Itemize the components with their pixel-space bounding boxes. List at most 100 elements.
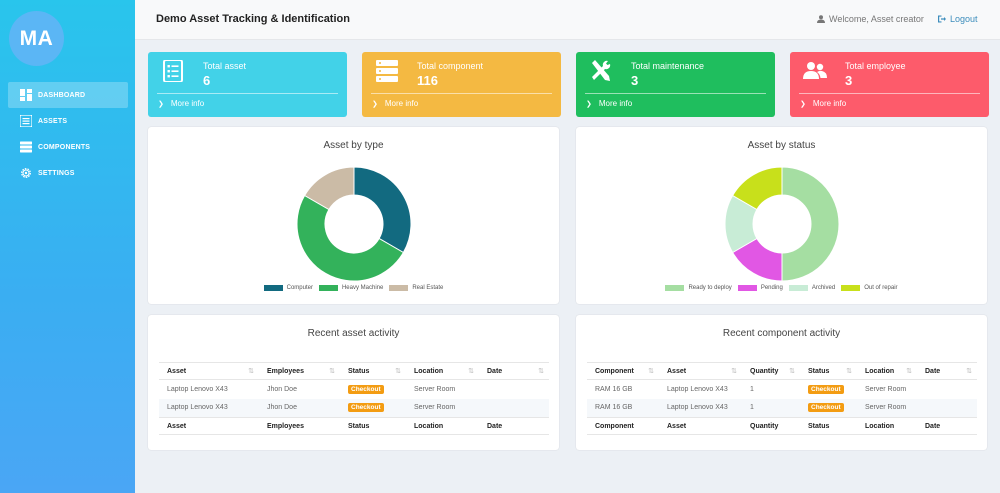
- sidebar-item-label: ASSETS: [38, 117, 68, 125]
- legend-item[interactable]: Pending: [737, 285, 783, 291]
- logout-link[interactable]: Logout: [938, 14, 978, 24]
- divider: [157, 93, 338, 94]
- cell-quantity: 1: [742, 398, 800, 418]
- legend-item[interactable]: Out of repair: [841, 285, 898, 291]
- donut-slice-heavy-machine[interactable]: [296, 194, 405, 282]
- list-icon: [163, 59, 183, 83]
- sort-icon: ⇅: [248, 368, 254, 375]
- sort-icon: ⇅: [789, 368, 795, 375]
- legend-label: Heavy Machine: [341, 285, 384, 291]
- legend-item[interactable]: Computer: [263, 285, 313, 291]
- cell-status: Checkout: [800, 379, 857, 399]
- sidebar-item-settings[interactable]: SETTINGS: [8, 160, 128, 186]
- status-badge: Checkout: [348, 384, 384, 394]
- dashboard-icon: [20, 89, 32, 101]
- chevron-right-icon: ❯: [158, 100, 164, 108]
- logout-icon: [938, 15, 946, 23]
- table-footer-row: Asset Employees Status Location Date: [159, 417, 549, 435]
- brand-logo[interactable]: MA: [9, 11, 64, 66]
- sidebar-item-assets[interactable]: ASSETS: [8, 108, 128, 134]
- welcome-user: Welcome, Asset creator: [817, 14, 924, 24]
- more-info-link[interactable]: ❯ More info: [586, 99, 632, 108]
- sort-icon: ⇅: [966, 368, 972, 375]
- column-header-location[interactable]: Location ⇅: [857, 362, 917, 380]
- donut-slice-out-of-repair[interactable]: [731, 166, 783, 211]
- legend-swatch: [389, 285, 409, 291]
- more-info-link[interactable]: ❯ More info: [158, 99, 204, 108]
- donut-slice-ready-to-deploy[interactable]: [781, 166, 840, 282]
- legend-item[interactable]: Real Estate: [389, 285, 443, 291]
- asset-by-type-donut: [296, 166, 412, 282]
- stat-label: Total maintenance: [631, 61, 705, 71]
- gear-icon: [21, 168, 31, 178]
- more-info-label: More info: [812, 99, 847, 108]
- stat-card-total-employee: Total employee 3 ❯ More info: [790, 52, 989, 117]
- legend-label: Pending: [760, 285, 783, 291]
- chevron-right-icon: ❯: [586, 100, 592, 108]
- cell-status: Checkout: [340, 398, 406, 418]
- column-header-date[interactable]: Date ⇅: [917, 362, 977, 380]
- sort-icon: ⇅: [906, 368, 912, 375]
- sidebar-item-dashboard[interactable]: DASHBOARD: [8, 82, 128, 108]
- more-info-label: More info: [384, 99, 419, 108]
- column-header-location[interactable]: Location ⇅: [406, 362, 479, 380]
- column-header-asset[interactable]: Asset ⇅: [659, 362, 742, 380]
- more-info-link[interactable]: ❯ More info: [800, 99, 846, 108]
- table-footer-row: Component Asset Quantity Status Location…: [587, 417, 977, 435]
- more-info-label: More info: [598, 99, 633, 108]
- asset-by-status-donut: [724, 166, 840, 282]
- sidebar-item-components[interactable]: COMPONENTS: [8, 134, 128, 160]
- cell-date: [479, 379, 549, 399]
- table-row[interactable]: Laptop Lenovo X43 Jhon Doe Checkout Serv…: [159, 398, 549, 418]
- column-header-employees[interactable]: Employees ⇅: [259, 362, 340, 380]
- cell-location: Server Room: [857, 379, 917, 399]
- column-header-asset[interactable]: Asset ⇅: [159, 362, 259, 380]
- asset-activity-table: Asset ⇅ Employees ⇅ Status ⇅ Location ⇅ Date…: [159, 362, 549, 435]
- sort-icon: ⇅: [648, 368, 654, 375]
- status-badge: Checkout: [348, 403, 384, 413]
- donut-slice-real-estate[interactable]: [303, 166, 355, 211]
- sidebar-item-label: SETTINGS: [38, 169, 75, 177]
- tools-icon: [592, 60, 611, 81]
- legend-label: Out of repair: [864, 285, 898, 291]
- sort-icon: ⇅: [538, 368, 544, 375]
- legend-item[interactable]: Ready to deploy: [665, 285, 732, 291]
- panel-title: Asset by type: [323, 140, 384, 151]
- status-badge: Checkout: [808, 384, 844, 394]
- column-header-component[interactable]: Component ⇅: [587, 362, 659, 380]
- sort-icon: ⇅: [395, 368, 401, 375]
- donut-slice-computer[interactable]: [353, 166, 412, 254]
- panel-title: Asset by status: [747, 140, 816, 151]
- legend-item[interactable]: Archived: [788, 285, 836, 291]
- table-row[interactable]: RAM 16 GB Laptop Lenovo X43 1 Checkout S…: [587, 398, 977, 418]
- status-badge: Checkout: [808, 403, 844, 413]
- sidebar-nav: DASHBOARD ASSETS COMPONENTS SETTINGS: [8, 82, 128, 186]
- more-info-link[interactable]: ❯ More info: [372, 99, 418, 108]
- footer-asset: Asset: [159, 417, 259, 435]
- legend-swatch: [263, 285, 283, 291]
- legend-swatch: [665, 285, 685, 291]
- cell-location: Server Room: [857, 398, 917, 418]
- table-row[interactable]: Laptop Lenovo X43 Jhon Doe Checkout Serv…: [159, 379, 549, 399]
- legend-label: Archived: [811, 285, 836, 291]
- sidebar-item-label: COMPONENTS: [38, 143, 91, 151]
- sort-icon: ⇅: [731, 368, 737, 375]
- chevron-right-icon: ❯: [800, 100, 806, 108]
- legend-swatch: [318, 285, 338, 291]
- cell-quantity: 1: [742, 379, 800, 399]
- cell-component: RAM 16 GB: [587, 379, 659, 399]
- divider: [799, 93, 980, 94]
- cell-date: [479, 398, 549, 418]
- legend-item[interactable]: Heavy Machine: [318, 285, 384, 291]
- cell-employee: Jhon Doe: [259, 398, 340, 418]
- column-header-status[interactable]: Status ⇅: [340, 362, 406, 380]
- table-header-row: Asset ⇅ Employees ⇅ Status ⇅ Location ⇅ Date…: [159, 362, 549, 380]
- footer-date: Date: [479, 417, 549, 435]
- stat-card-total-maintenance: Total maintenance 3 ❯ More info: [576, 52, 775, 117]
- column-header-date[interactable]: Date ⇅: [479, 362, 549, 380]
- column-header-quantity[interactable]: Quantity ⇅: [742, 362, 800, 380]
- cell-asset: Laptop Lenovo X43: [659, 398, 742, 418]
- table-row[interactable]: RAM 16 GB Laptop Lenovo X43 1 Checkout S…: [587, 379, 977, 399]
- column-header-status[interactable]: Status ⇅: [800, 362, 857, 380]
- welcome-text: Welcome, Asset creator: [829, 14, 924, 24]
